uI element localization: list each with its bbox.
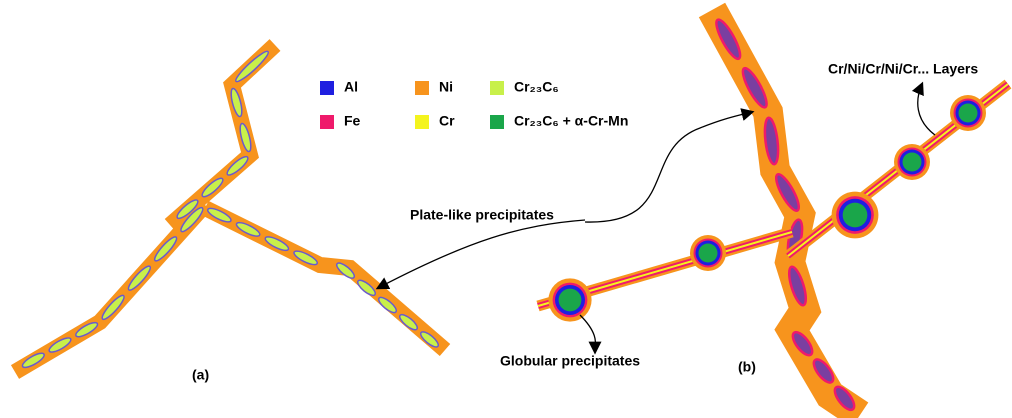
globule [903,153,922,172]
legend-label: Cr₂₃C₆ + α-Cr-Mn [514,113,628,129]
legend-swatch [415,115,429,129]
globule [959,104,978,123]
legend-swatch [320,115,334,129]
panel-label: (a) [192,367,209,383]
legend-swatch [490,81,504,95]
globule [559,289,582,312]
legend-label: Cr₂₃C₆ [514,79,559,95]
panel-label: (b) [738,359,756,375]
arrow [580,315,596,352]
legend-label: Ni [439,79,453,95]
arrow [378,220,585,288]
arrow [918,84,935,135]
globule [699,244,718,263]
boundary [170,45,275,225]
legend: Al Ni Cr₂₃C₆ Fe Cr Cr₂₃C₆ + α-Cr-Mn [320,79,628,129]
precipitate [233,49,270,84]
annotation: Plate-like precipitates [410,207,554,223]
legend-label: Al [344,79,358,95]
annotation: Globular precipitates [500,353,640,369]
legend-label: Cr [439,113,455,129]
globule [843,203,868,228]
legend-label: Fe [344,113,361,129]
legend-swatch [320,81,334,95]
annotation: Cr/Ni/Cr/Ni/Cr... Layers [828,61,978,77]
legend-swatch [415,81,429,95]
legend-swatch [490,115,504,129]
diagram: Al Ni Cr₂₃C₆ Fe Cr Cr₂₃C₆ + α-Cr-Mn Plate-lik… [0,0,1012,418]
boundary [15,205,205,372]
